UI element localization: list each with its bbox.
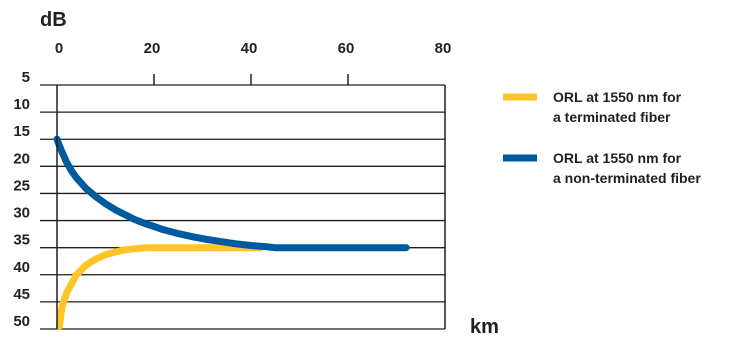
legend-label-0-1: a terminated fiber xyxy=(553,109,671,125)
series-line-0 xyxy=(55,244,265,330)
y-tick-label-45: 45 xyxy=(13,286,30,303)
legend: ORL at 1550 nm for a terminated fiber ORL … xyxy=(503,89,701,186)
y-tick-label-5: 5 xyxy=(22,69,30,86)
y-tick-label-15: 15 xyxy=(13,123,30,140)
y-tick-label-40: 40 xyxy=(13,259,30,276)
x-tick-label-0: 0 xyxy=(55,40,63,57)
y-tick-label-20: 20 xyxy=(13,150,30,167)
y-tick-label-10: 10 xyxy=(13,96,30,113)
y-tick-label-25: 25 xyxy=(13,177,30,194)
y-unit-label: dB xyxy=(40,9,67,31)
x-tick-labels: 0 20 40 60 80 xyxy=(55,40,452,57)
y-tick-label-35: 35 xyxy=(13,232,30,249)
legend-label-1-1: a non-terminated fiber xyxy=(553,170,701,186)
x-tick-label-80: 80 xyxy=(435,40,452,57)
x-tick-label-40: 40 xyxy=(241,40,258,57)
x-unit-label: km xyxy=(470,316,499,338)
x-tick-label-20: 20 xyxy=(144,40,161,57)
legend-label-0-0: ORL at 1550 nm for xyxy=(553,89,682,105)
series-line-1 xyxy=(53,135,410,252)
axes xyxy=(56,74,446,329)
y-tick-label-50: 50 xyxy=(13,313,30,330)
y-tick-labels: 5 10 15 20 25 30 35 40 45 50 xyxy=(13,69,30,330)
data-series xyxy=(53,135,410,330)
grid xyxy=(40,84,445,330)
x-tick-label-60: 60 xyxy=(338,40,355,57)
legend-label-1-0: ORL at 1550 nm for xyxy=(553,150,682,166)
y-tick-label-30: 30 xyxy=(13,205,30,222)
